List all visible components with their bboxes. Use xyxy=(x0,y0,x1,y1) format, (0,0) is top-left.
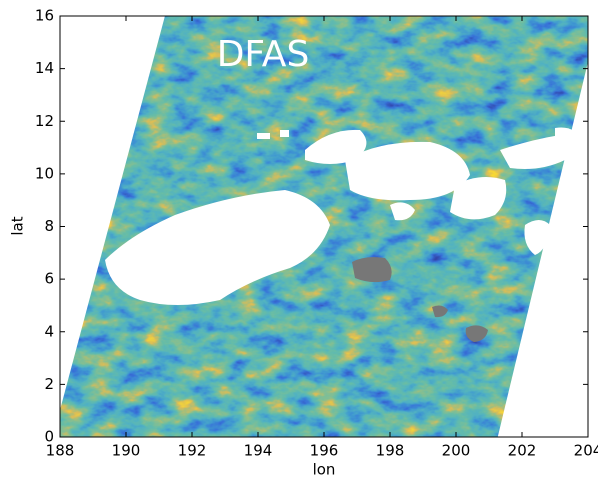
x-tick-label: 196 xyxy=(310,442,339,460)
y-tick-label: 10 xyxy=(35,164,54,182)
x-tick-label: 200 xyxy=(442,442,471,460)
x-tick-label: 194 xyxy=(244,442,273,460)
y-tick-label: 14 xyxy=(35,59,54,77)
x-tick-label: 204 xyxy=(574,442,598,460)
x-axis-label: lon xyxy=(313,461,336,479)
y-tick-label: 6 xyxy=(44,270,54,288)
annotation: DFAS xyxy=(217,34,310,75)
x-tick-label: 192 xyxy=(178,442,207,460)
y-tick-label: 0 xyxy=(44,428,54,446)
y-tick-label: 16 xyxy=(35,7,54,25)
chart: DFAS lon lat 188190192194196198200202204… xyxy=(0,0,598,482)
swath xyxy=(52,12,598,440)
y-tick-label: 12 xyxy=(35,112,54,130)
y-axis-label: lat xyxy=(9,216,27,235)
y-tick-label: 8 xyxy=(44,217,54,235)
y-tick-label: 2 xyxy=(44,375,54,393)
x-tick-label: 198 xyxy=(376,442,405,460)
x-tick-label: 190 xyxy=(112,442,141,460)
y-tick-label: 4 xyxy=(44,322,54,340)
x-tick-label: 202 xyxy=(508,442,537,460)
